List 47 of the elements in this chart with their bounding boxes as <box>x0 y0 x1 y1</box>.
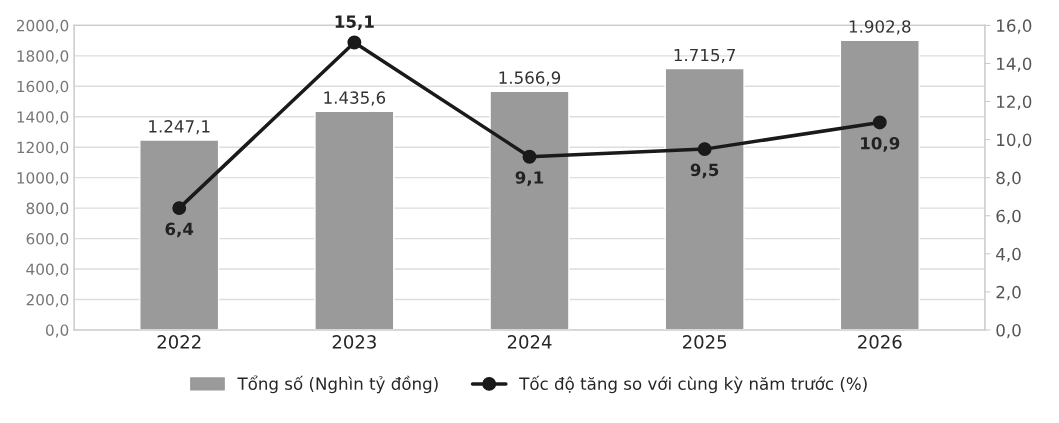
y-tick-label: 1800,0 <box>17 50 69 64</box>
y2-tick-label: 10,0 <box>997 133 1032 148</box>
data-label: 15,1 <box>335 15 374 31</box>
bar <box>664 67 745 330</box>
y2-tick-label: 0,0 <box>996 323 1021 339</box>
legend-label: Tốc độ tăng so với cùng kỳ năm trước (%) <box>519 375 867 394</box>
y-tick-label: 0,0 <box>45 324 69 338</box>
bar <box>139 139 220 330</box>
legend-label: Tổng số (Nghìn tỷ đồng) <box>237 375 438 394</box>
y-tick-label: 1400,0 <box>17 111 69 125</box>
data-label: 1.902,8 <box>849 20 911 35</box>
x-tick-label: 2022 <box>157 335 201 349</box>
data-label: 9,5 <box>690 163 719 179</box>
y2-tick-label: 6,0 <box>996 209 1021 224</box>
y-tick-label: 800,0 <box>26 202 69 216</box>
y-tick-label: 1000,0 <box>17 172 69 186</box>
y-tick-label: 600,0 <box>26 233 69 247</box>
y-tick-label: 200,0 <box>26 293 69 308</box>
x-tick-label: 2025 <box>682 335 727 349</box>
y-tick-label: 1600,0 <box>17 80 69 94</box>
x-tick-label: 2023 <box>332 335 376 349</box>
data-label: 6,4 <box>165 222 194 238</box>
x-tick-label: 2024 <box>507 335 552 349</box>
point <box>522 149 537 164</box>
y2-tick-label: 12,0 <box>997 95 1032 110</box>
y-tick-label: 400,0 <box>26 263 69 277</box>
point <box>172 201 187 216</box>
data-label: 9,1 <box>515 171 544 186</box>
y2-tick-label: 16,0 <box>997 19 1032 34</box>
y2-tick-label: 4,0 <box>996 247 1021 263</box>
y-tick-label: 1200,0 <box>17 141 69 155</box>
data-label: 10,9 <box>861 136 900 152</box>
y2-tick-label: 2,0 <box>996 285 1021 301</box>
data-label: 1.435,6 <box>324 91 386 106</box>
point <box>347 35 362 50</box>
bar <box>839 39 920 330</box>
y2-tick-label: 8,0 <box>996 171 1021 186</box>
data-label: 1.247,1 <box>149 120 210 135</box>
y-tick-label: 2000,0 <box>16 19 69 33</box>
point <box>872 115 887 130</box>
x-tick-label: 2026 <box>858 335 902 349</box>
bar <box>314 110 395 330</box>
point <box>697 142 712 157</box>
data-label: 1.566,9 <box>499 71 561 86</box>
data-label: 1.715,7 <box>674 48 736 63</box>
y2-tick-label: 14,0 <box>997 57 1032 72</box>
bar <box>489 90 570 330</box>
